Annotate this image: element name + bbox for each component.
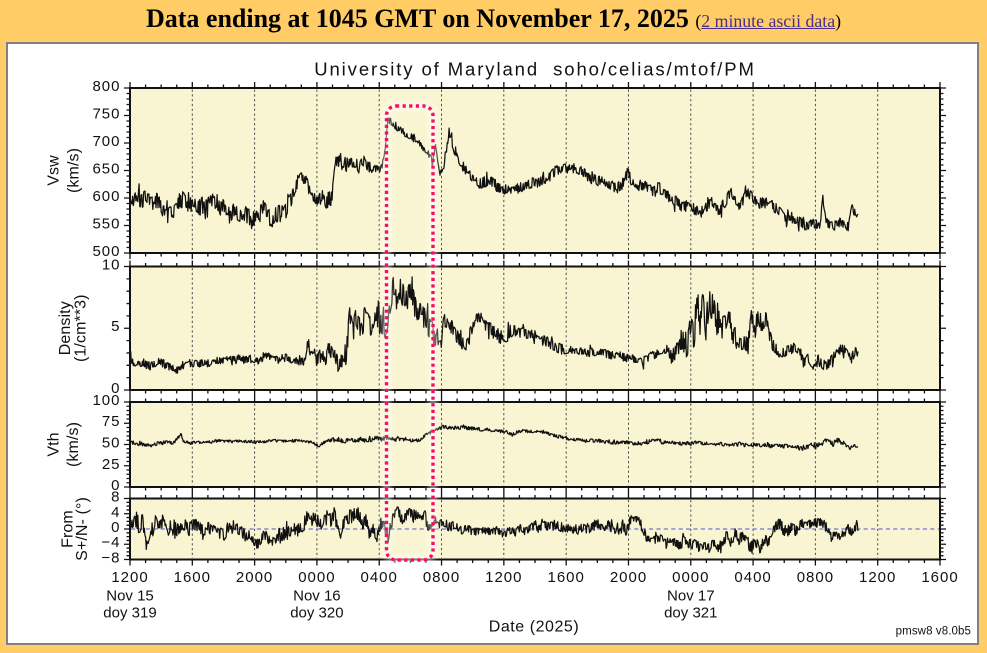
svg-text:0800: 0800 [797,569,834,586]
svg-text:0400: 0400 [734,569,771,586]
svg-text:(km/s): (km/s) [65,422,82,467]
svg-text:(1/cm**3): (1/cm**3) [73,294,90,362]
svg-text:700: 700 [92,133,120,150]
svg-text:doy 321: doy 321 [664,605,717,622]
svg-text:5: 5 [111,318,120,335]
svg-text:2000: 2000 [610,569,647,586]
svg-text:1600: 1600 [921,569,958,586]
svg-text:Vsw: Vsw [46,155,63,186]
svg-text:0000: 0000 [298,569,335,586]
svg-text:0000: 0000 [672,569,709,586]
svg-text:500: 500 [92,243,120,260]
svg-text:800: 800 [92,78,120,95]
svg-text:1600: 1600 [548,569,585,586]
svg-text:−4: −4 [101,534,120,551]
svg-text:Density: Density [57,301,74,355]
svg-text:25: 25 [102,456,121,473]
svg-text:Vth: Vth [46,432,63,456]
svg-text:1200: 1200 [859,569,896,586]
svg-text:Nov 17: Nov 17 [667,588,715,605]
svg-text:doy 320: doy 320 [290,605,343,622]
svg-text:2000: 2000 [236,569,273,586]
svg-text:4: 4 [111,504,120,521]
svg-text:0: 0 [111,519,120,536]
svg-text:75: 75 [102,413,121,430]
svg-text:Nov 15: Nov 15 [106,588,154,605]
svg-text:University of Maryland soho/c: University of Maryland soho/celias/mtof/… [314,59,756,80]
svg-text:0: 0 [111,380,120,397]
svg-text:From: From [60,510,77,548]
svg-text:650: 650 [92,161,120,178]
svg-text:(km/s): (km/s) [66,148,83,193]
svg-text:0800: 0800 [423,569,460,586]
svg-text:1200: 1200 [111,569,148,586]
svg-text:0400: 0400 [361,569,398,586]
svg-text:750: 750 [92,106,120,123]
svg-text:10: 10 [102,257,121,274]
svg-text:100: 100 [92,392,120,409]
svg-text:600: 600 [92,188,120,205]
svg-text:8: 8 [111,489,120,506]
svg-text:0: 0 [111,477,120,494]
svg-text:pmsw8 v8.0b5: pmsw8 v8.0b5 [896,626,971,638]
svg-text:S+/N- (°): S+/N- (°) [74,497,91,561]
svg-text:doy 319: doy 319 [103,605,156,622]
svg-text:50: 50 [102,435,121,452]
svg-text:1200: 1200 [485,569,522,586]
svg-text:Nov 16: Nov 16 [293,588,341,605]
svg-text:Date (2025): Date (2025) [489,619,580,636]
svg-text:1600: 1600 [174,569,211,586]
svg-text:550: 550 [92,216,120,233]
svg-text:−8: −8 [101,550,120,567]
